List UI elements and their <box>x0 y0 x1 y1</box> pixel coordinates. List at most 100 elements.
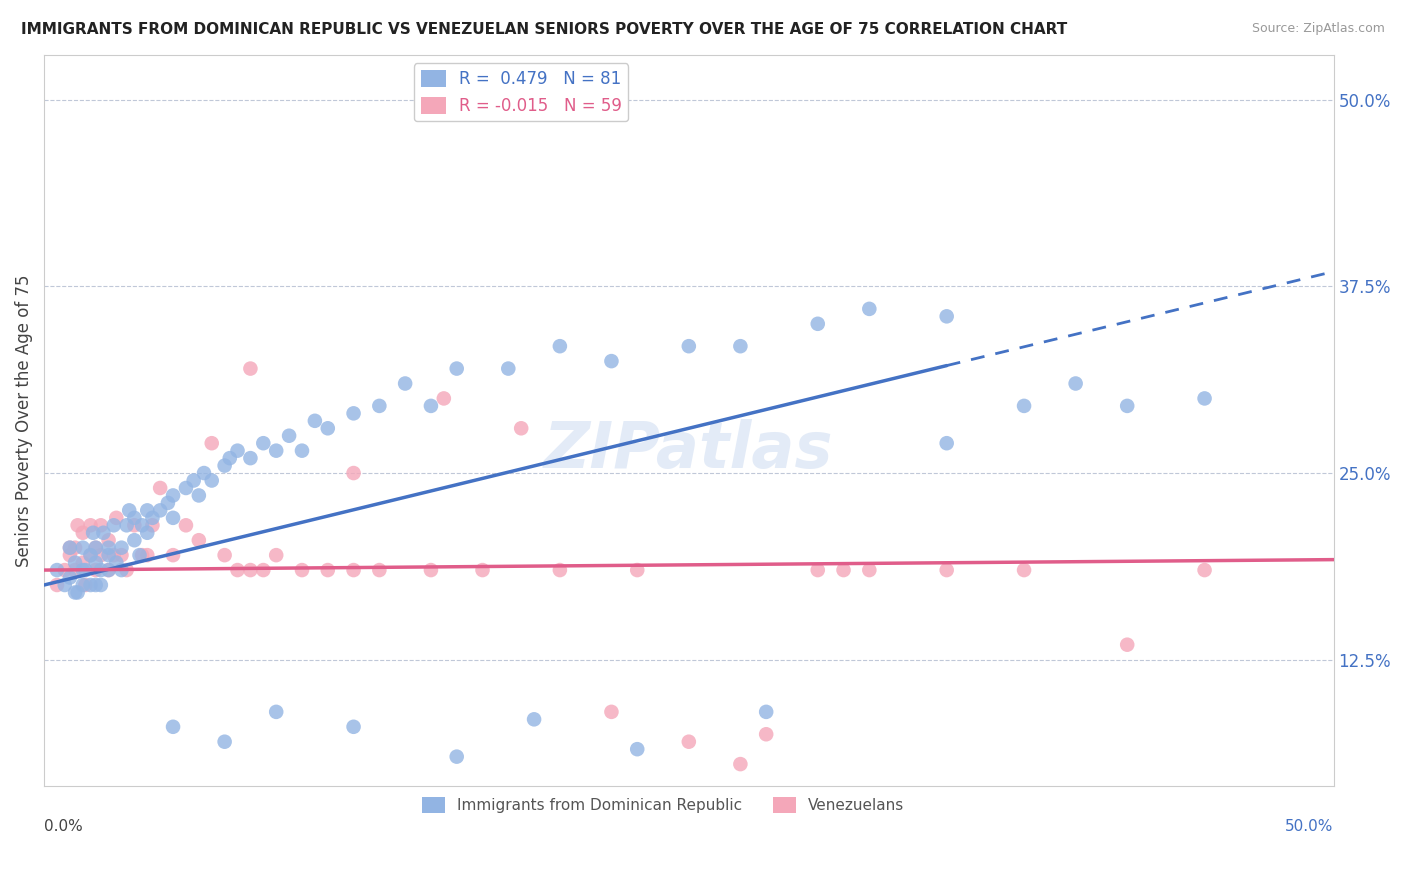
Point <box>433 392 456 406</box>
Point <box>730 339 752 353</box>
Point <box>858 563 880 577</box>
Point <box>419 563 441 577</box>
Point <box>342 466 364 480</box>
Point <box>115 518 138 533</box>
Point <box>678 339 700 353</box>
Point <box>63 541 86 555</box>
Point <box>84 541 107 555</box>
Point <box>183 474 205 488</box>
Point <box>156 496 179 510</box>
Point <box>755 727 778 741</box>
Point <box>935 436 957 450</box>
Point <box>136 525 159 540</box>
Point <box>252 563 274 577</box>
Point <box>678 735 700 749</box>
Point <box>84 541 107 555</box>
Point <box>97 533 120 548</box>
Point <box>935 310 957 324</box>
Point <box>72 556 94 570</box>
Point <box>264 548 287 562</box>
Point <box>53 578 76 592</box>
Point <box>510 421 533 435</box>
Point <box>72 525 94 540</box>
Point <box>832 563 855 577</box>
Point <box>807 563 830 577</box>
Point <box>90 563 112 577</box>
Point <box>174 518 197 533</box>
Point <box>498 361 520 376</box>
Point <box>72 578 94 592</box>
Point <box>446 749 468 764</box>
Point <box>201 474 224 488</box>
Point <box>79 578 101 592</box>
Point <box>59 570 82 584</box>
Point <box>304 414 326 428</box>
Point <box>446 361 468 376</box>
Point <box>141 511 163 525</box>
Point <box>118 503 141 517</box>
Point <box>368 563 391 577</box>
Point <box>239 563 262 577</box>
Point <box>187 533 209 548</box>
Point <box>239 451 262 466</box>
Point <box>935 563 957 577</box>
Point <box>110 563 132 577</box>
Point <box>600 705 623 719</box>
Point <box>214 548 236 562</box>
Point <box>755 705 778 719</box>
Point <box>82 525 104 540</box>
Point <box>342 563 364 577</box>
Point <box>84 578 107 592</box>
Point <box>291 563 314 577</box>
Point <box>342 406 364 420</box>
Point <box>858 301 880 316</box>
Text: 50.0%: 50.0% <box>1285 820 1333 834</box>
Point <box>66 518 89 533</box>
Point <box>131 548 153 562</box>
Text: IMMIGRANTS FROM DOMINICAN REPUBLIC VS VENEZUELAN SENIORS POVERTY OVER THE AGE OF: IMMIGRANTS FROM DOMINICAN REPUBLIC VS VE… <box>21 22 1067 37</box>
Point <box>1064 376 1087 391</box>
Point <box>162 720 184 734</box>
Point <box>97 541 120 555</box>
Point <box>278 428 301 442</box>
Point <box>124 533 146 548</box>
Point <box>394 376 416 391</box>
Point <box>141 518 163 533</box>
Point <box>103 518 125 533</box>
Point <box>63 556 86 570</box>
Point <box>730 757 752 772</box>
Point <box>131 518 153 533</box>
Point <box>1116 638 1139 652</box>
Point <box>59 548 82 562</box>
Point <box>90 518 112 533</box>
Point <box>110 548 132 562</box>
Point <box>105 511 128 525</box>
Point <box>97 563 120 577</box>
Point <box>46 578 69 592</box>
Point <box>149 481 172 495</box>
Point <box>75 563 97 577</box>
Point <box>59 541 82 555</box>
Point <box>124 518 146 533</box>
Y-axis label: Seniors Poverty Over the Age of 75: Seniors Poverty Over the Age of 75 <box>15 275 32 567</box>
Point <box>600 354 623 368</box>
Point <box>201 436 224 450</box>
Point <box>316 421 339 435</box>
Point <box>115 563 138 577</box>
Point <box>316 563 339 577</box>
Point <box>46 563 69 577</box>
Point <box>79 518 101 533</box>
Point <box>103 548 125 562</box>
Point <box>291 443 314 458</box>
Point <box>84 563 107 577</box>
Point <box>128 548 150 562</box>
Point <box>136 548 159 562</box>
Point <box>72 563 94 577</box>
Point <box>53 563 76 577</box>
Point <box>110 541 132 555</box>
Point <box>97 548 120 562</box>
Point <box>66 585 89 599</box>
Point <box>523 712 546 726</box>
Point <box>162 488 184 502</box>
Point <box>84 556 107 570</box>
